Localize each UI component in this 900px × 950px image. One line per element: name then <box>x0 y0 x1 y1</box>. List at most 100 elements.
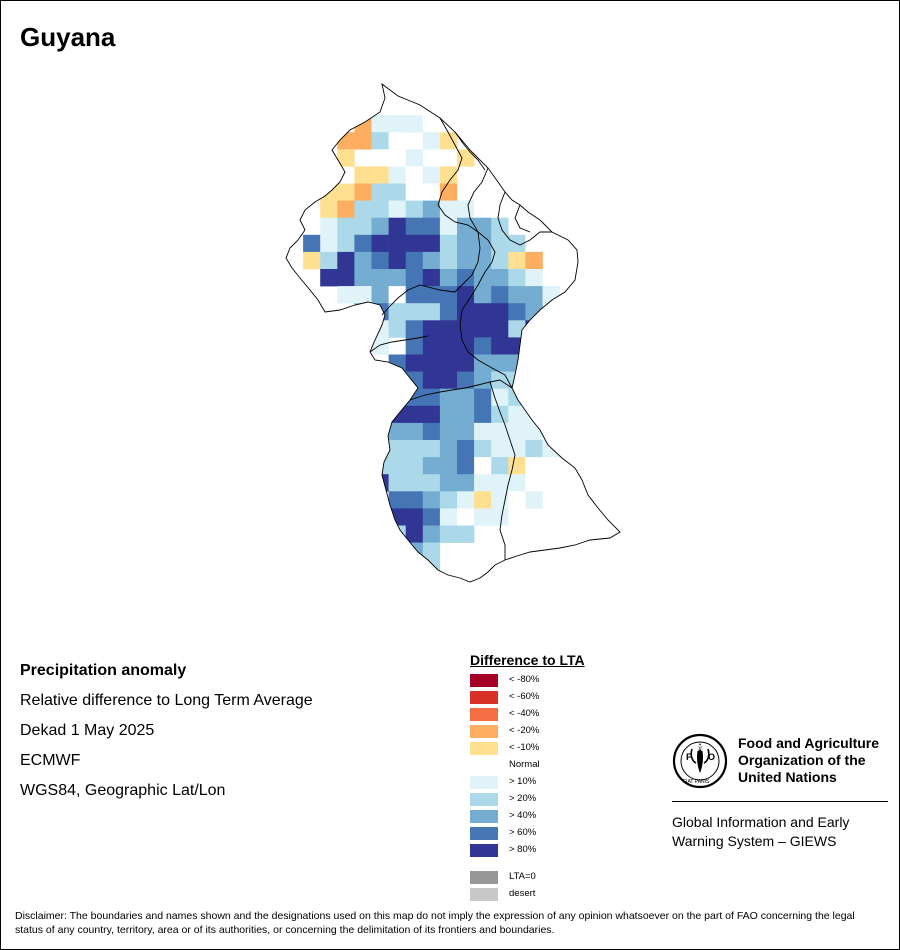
grid-cell <box>371 217 389 236</box>
grid-cell <box>422 559 441 578</box>
grid-cell <box>388 149 406 167</box>
internal-boundary <box>467 167 489 233</box>
grid-cell <box>422 422 441 441</box>
legend-row: < -80% <box>470 672 585 689</box>
grid-cell <box>491 474 509 492</box>
grid-cell <box>474 217 492 236</box>
grid-cell <box>439 303 458 321</box>
grid-cell <box>439 354 458 372</box>
grid-cell <box>508 422 526 441</box>
legend-swatch <box>470 691 498 704</box>
grid-cell <box>388 320 406 338</box>
map-info: Precipitation anomaly Relative differenc… <box>20 656 313 806</box>
grid-cell <box>337 132 355 150</box>
grid-cell <box>474 371 492 389</box>
grid-cell <box>457 320 475 338</box>
grid-cell <box>508 440 526 458</box>
grid-cell <box>457 371 475 389</box>
grid-cell <box>491 234 509 253</box>
grid-cell <box>405 457 424 475</box>
grid-cell <box>474 388 492 407</box>
grid-cell <box>439 405 458 424</box>
grid-cell <box>354 303 372 321</box>
grid-cell <box>439 474 458 492</box>
grid-cell <box>405 371 424 389</box>
grid-cell <box>422 337 441 355</box>
grid-cell <box>457 388 475 407</box>
grid-cell <box>371 234 389 253</box>
grid-cell <box>491 217 509 236</box>
grid-cell <box>439 508 458 526</box>
grid-cell <box>405 354 424 372</box>
grid-cell <box>439 337 458 355</box>
grid-cell <box>405 491 424 509</box>
legend-swatch <box>470 810 498 823</box>
grid-cell <box>491 405 509 424</box>
grid-cell <box>457 286 475 304</box>
fao-motto: FIAT PANIS <box>683 779 710 785</box>
grid-cell <box>508 303 526 321</box>
grid-cell <box>405 166 424 184</box>
grid-cell <box>474 474 492 492</box>
grid-cell <box>388 474 406 492</box>
fao-emblem-letter: A <box>697 744 703 753</box>
legend: Difference to LTA < -80% < -60% < -40% < -2… <box>470 652 585 903</box>
region-boundaries <box>285 82 621 583</box>
grid-cell <box>371 286 389 304</box>
grid-cell <box>474 200 492 218</box>
grid-cell <box>422 251 441 270</box>
info-subtitle: Relative difference to Long Term Average <box>20 692 313 709</box>
grid-cell <box>354 234 372 253</box>
grid-cell <box>439 320 458 338</box>
grid-cell <box>474 337 492 355</box>
grid-cell <box>337 217 355 236</box>
grid-cell <box>525 474 543 492</box>
legend-swatch <box>470 888 498 901</box>
internal-boundary <box>514 204 531 233</box>
info-projection: WGS84, Geographic Lat/Lon <box>20 782 226 799</box>
grid-cell <box>474 286 492 304</box>
grid-cell <box>525 388 543 407</box>
grid-cell <box>439 286 458 304</box>
legend-swatch <box>470 776 498 789</box>
grid-cell <box>474 234 492 253</box>
grid-cell <box>491 303 509 321</box>
grid-cell <box>559 440 577 458</box>
legend-label: < -40% <box>509 708 540 719</box>
grid-cell <box>422 166 441 184</box>
grid-cell <box>457 457 475 475</box>
grid-cell <box>405 303 424 321</box>
grid-cell <box>508 405 526 424</box>
grid-cell <box>405 200 424 218</box>
divider <box>672 801 888 802</box>
grid-cell <box>337 269 355 287</box>
grid-cell <box>405 149 424 167</box>
legend-row: > 20% <box>470 791 585 808</box>
grid-cell <box>371 440 389 458</box>
grid-cell <box>388 508 406 526</box>
internal-boundary <box>459 231 513 389</box>
grid-cell <box>457 474 475 492</box>
grid-cell <box>491 457 509 475</box>
legend-swatch <box>470 844 498 857</box>
grid-cell <box>388 251 406 270</box>
grid-cell <box>422 354 441 372</box>
grid-cell <box>320 200 338 218</box>
grid-cell <box>525 234 543 253</box>
grid-cell <box>354 217 372 236</box>
grid-cell <box>439 269 458 287</box>
grid-cell <box>422 115 441 133</box>
grid-cell <box>371 474 389 492</box>
grid-cell <box>508 269 526 287</box>
grid-cell <box>371 149 389 167</box>
grid-cell <box>474 269 492 287</box>
grid-cell <box>388 115 406 133</box>
legend-swatch <box>470 827 498 840</box>
legend-label: > 80% <box>509 844 537 855</box>
grid-cell <box>525 303 543 321</box>
grid-cell <box>457 422 475 441</box>
grid-cell <box>439 457 458 475</box>
system-name-line: Global Information and Early <box>672 814 850 830</box>
grid-cell <box>388 234 406 253</box>
grid-cell <box>371 132 389 150</box>
